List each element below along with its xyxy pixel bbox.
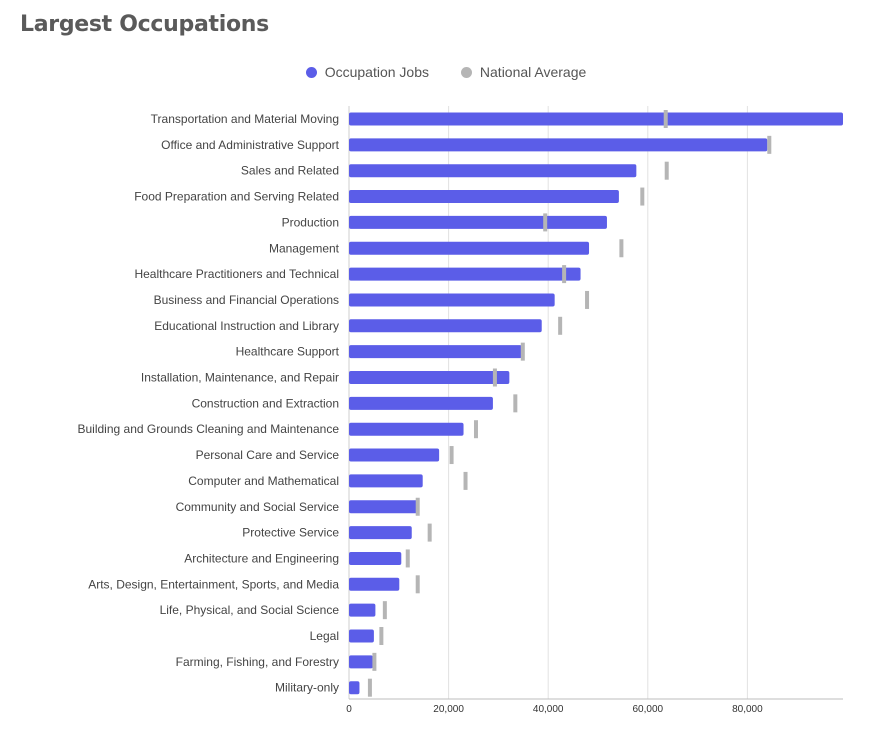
category-label: Production bbox=[282, 215, 339, 229]
national-average-marker bbox=[664, 161, 669, 180]
national-average-marker bbox=[372, 652, 377, 671]
occupation-jobs-bar bbox=[349, 345, 522, 359]
occupation-jobs-bar bbox=[349, 474, 423, 488]
national-average-marker bbox=[379, 627, 384, 645]
occupation-jobs-bar bbox=[349, 500, 418, 514]
category-label: Building and Grounds Cleaning and Mainte… bbox=[77, 422, 339, 436]
national-average-marker bbox=[463, 471, 468, 490]
x-tick-label: 0 bbox=[346, 704, 352, 715]
chart-title: Largest Occupations bbox=[20, 12, 269, 37]
category-label: Healthcare Practitioners and Technical bbox=[134, 267, 339, 281]
national-average-marker bbox=[640, 187, 645, 206]
occupation-jobs-bar bbox=[349, 681, 360, 695]
category-label: Sales and Related bbox=[241, 164, 339, 178]
national-average-marker bbox=[767, 135, 772, 154]
occupation-jobs-bar bbox=[349, 422, 464, 436]
x-tick-label: 20,000 bbox=[433, 704, 464, 715]
category-label: Military-only bbox=[275, 681, 339, 695]
occupation-jobs-bar bbox=[349, 215, 607, 229]
national-average-marker bbox=[619, 239, 624, 258]
category-label: Office and Administrative Support bbox=[161, 138, 340, 152]
occupation-jobs-bar bbox=[349, 138, 768, 152]
occupation-jobs-bar bbox=[349, 396, 493, 410]
chart-legend: Occupation Jobs National Average bbox=[0, 64, 892, 81]
category-label: Life, Physical, and Social Science bbox=[160, 603, 340, 617]
national-average-marker bbox=[562, 265, 567, 284]
category-label: Construction and Extraction bbox=[192, 396, 339, 410]
national-average-marker bbox=[663, 110, 668, 128]
occupation-jobs-bar bbox=[349, 603, 376, 617]
occupation-jobs-bar bbox=[349, 526, 412, 540]
category-label: Legal bbox=[310, 629, 339, 643]
x-tick-label: 80,000 bbox=[732, 704, 763, 715]
national-average-marker bbox=[415, 497, 420, 516]
x-tick-label: 60,000 bbox=[632, 704, 663, 715]
category-label: Arts, Design, Entertainment, Sports, and… bbox=[88, 577, 339, 591]
occupation-jobs-bar bbox=[349, 551, 402, 565]
national-average-marker bbox=[585, 290, 590, 309]
category-label: Educational Instruction and Library bbox=[154, 319, 339, 333]
occupation-jobs-bar bbox=[349, 371, 510, 384]
occupation-jobs-bar bbox=[349, 293, 555, 307]
category-label: Management bbox=[269, 241, 340, 255]
category-label: Computer and Mathematical bbox=[188, 474, 339, 488]
legend-dot-national-average bbox=[460, 66, 472, 78]
national-average-marker bbox=[543, 213, 548, 232]
national-average-marker bbox=[367, 678, 372, 697]
occupation-jobs-bar bbox=[349, 190, 619, 204]
category-label: Farming, Fishing, and Forestry bbox=[176, 655, 339, 669]
national-average-marker bbox=[427, 523, 432, 542]
national-average-marker bbox=[492, 368, 497, 387]
national-average-marker bbox=[513, 394, 518, 413]
national-average-marker bbox=[449, 446, 454, 465]
occupation-jobs-bar bbox=[349, 241, 590, 255]
category-label: Healthcare Support bbox=[236, 345, 340, 359]
category-label: Personal Care and Service bbox=[196, 448, 340, 462]
national-average-marker bbox=[405, 549, 410, 568]
category-label: Installation, Maintenance, and Repair bbox=[141, 371, 339, 385]
occupation-jobs-bar bbox=[349, 577, 400, 591]
category-label: Transportation and Material Moving bbox=[151, 112, 339, 126]
national-average-marker bbox=[558, 316, 563, 335]
occupation-jobs-bar bbox=[349, 112, 843, 126]
occupation-jobs-bar bbox=[349, 629, 374, 643]
legend-label-national-average: National Average bbox=[479, 64, 587, 80]
occupation-jobs-bar bbox=[349, 267, 581, 281]
legend-label-occupation-jobs: Occupation Jobs bbox=[324, 64, 430, 80]
occupation-jobs-bar bbox=[349, 164, 637, 178]
category-label: Architecture and Engineering bbox=[184, 551, 339, 565]
national-average-marker bbox=[473, 420, 478, 439]
occupation-jobs-bar bbox=[349, 319, 542, 333]
legend-dot-occupation-jobs bbox=[305, 66, 317, 78]
legend-item-occupation-jobs[interactable]: Occupation Jobs bbox=[305, 64, 430, 80]
legend-item-national-average[interactable]: National Average bbox=[460, 64, 587, 80]
national-average-marker bbox=[382, 601, 387, 620]
occupation-jobs-bar bbox=[349, 448, 440, 462]
x-tick-label: 40,000 bbox=[533, 704, 564, 715]
national-average-marker bbox=[520, 342, 525, 361]
category-label: Community and Social Service bbox=[176, 500, 340, 514]
occupation-jobs-bar bbox=[349, 655, 373, 669]
national-average-marker bbox=[415, 575, 420, 594]
category-label: Business and Financial Operations bbox=[154, 293, 339, 307]
category-label: Protective Service bbox=[242, 526, 339, 540]
category-label: Food Preparation and Serving Related bbox=[134, 190, 339, 204]
